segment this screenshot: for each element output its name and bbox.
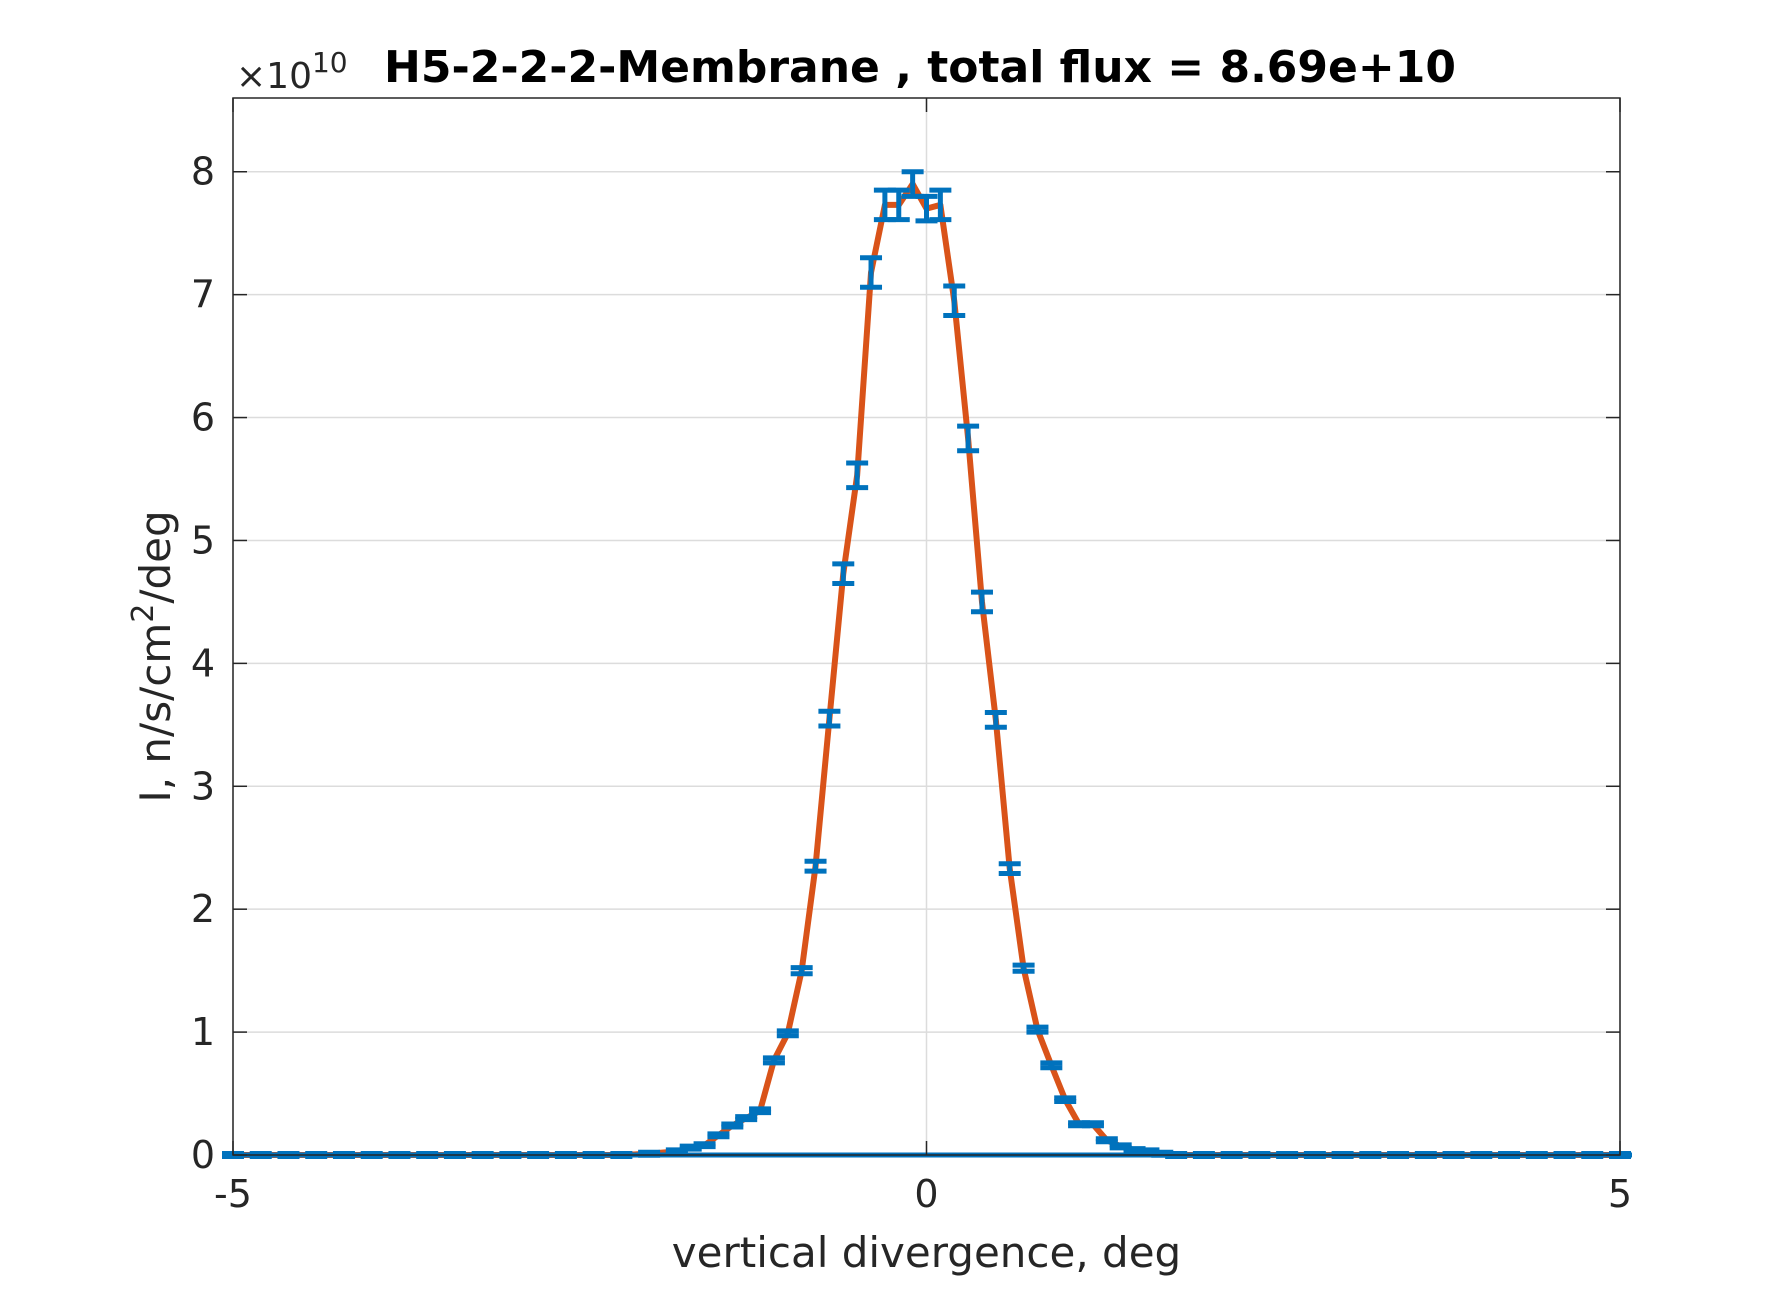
error-bar — [957, 423, 980, 454]
error-bar — [943, 283, 966, 319]
error-bar-layer — [222, 169, 1632, 1159]
error-bar — [970, 589, 993, 615]
error-bar — [929, 187, 952, 223]
error-bar — [1012, 962, 1035, 974]
y-tick-label: 7 — [191, 273, 215, 317]
y-tick-label: 2 — [191, 887, 215, 931]
exponent-prefix: ×10 — [236, 56, 312, 97]
error-bar — [860, 255, 883, 290]
error-bar — [984, 710, 1007, 730]
error-bar — [818, 708, 841, 729]
exponent-power: 10 — [312, 46, 348, 79]
x-tick-label: 0 — [914, 1172, 938, 1216]
error-bar — [721, 1121, 744, 1130]
error-bar — [1040, 1060, 1063, 1071]
error-bar — [804, 858, 827, 874]
error-bar — [998, 861, 1021, 877]
y-tick-label: 8 — [191, 150, 215, 194]
error-bar — [693, 1141, 716, 1150]
error-bar — [735, 1114, 758, 1123]
y-axis-label-superscript: 2 — [126, 604, 161, 623]
axis-ticks — [232, 98, 1621, 1156]
y-tick-label: 4 — [191, 641, 215, 685]
error-bar — [707, 1131, 730, 1140]
error-bar — [832, 561, 855, 586]
error-bar — [1026, 1024, 1049, 1035]
y-tick-label: 5 — [191, 518, 215, 562]
error-bar — [1081, 1120, 1104, 1129]
y-axis-label: I, n/s/cm2/deg — [126, 510, 181, 802]
x-tick-label: -5 — [214, 1172, 252, 1216]
error-bar — [790, 965, 813, 977]
x-axis-label: vertical divergence, deg — [672, 1228, 1181, 1277]
y-axis-label-tail: /deg — [131, 510, 180, 603]
chart-title: H5-2-2-2-Membrane , total flux = 8.69e+1… — [384, 42, 1456, 93]
error-bar — [762, 1055, 785, 1066]
error-bar — [1054, 1095, 1077, 1105]
y-tick-label: 0 — [191, 1133, 215, 1177]
error-bar — [749, 1106, 772, 1116]
y-tick-label: 3 — [191, 764, 215, 808]
error-bar — [776, 1028, 799, 1039]
y-tick-label: 6 — [191, 396, 215, 440]
error-bar — [887, 187, 910, 223]
y-tick-label: 1 — [191, 1010, 215, 1054]
error-bar — [1095, 1136, 1118, 1145]
x-tick-label: 5 — [1608, 1172, 1632, 1216]
y-axis-label-main: I, n/s/cm — [131, 623, 180, 803]
y-axis-exponent: ×1010 — [236, 46, 348, 98]
error-bar — [846, 460, 869, 491]
